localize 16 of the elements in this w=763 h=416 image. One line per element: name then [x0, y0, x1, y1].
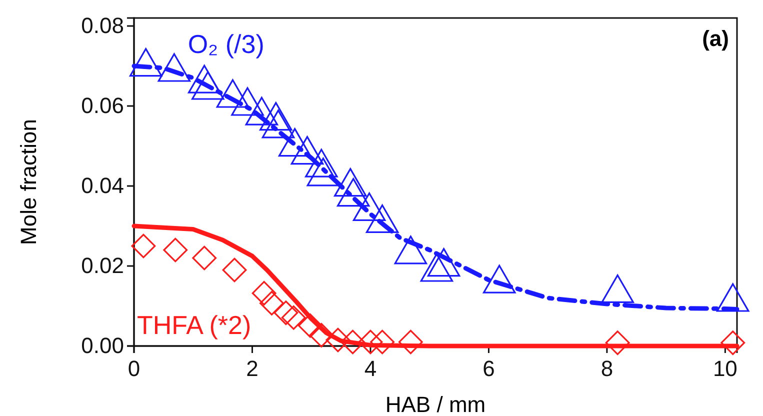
x-tick-label: 4 [364, 356, 377, 381]
x-tick-label: 0 [128, 356, 140, 381]
y-tick-label: 0.06 [81, 93, 124, 118]
x-tick-label: 8 [600, 356, 614, 381]
y-tick-label: 0.02 [81, 253, 124, 278]
x-tick-label: 6 [482, 356, 495, 381]
x-tick-label: 10 [712, 356, 738, 381]
x-tick-label: 2 [246, 356, 258, 381]
y-axis-title: Mole fraction [16, 119, 41, 245]
y-tick-label: 0.04 [81, 173, 124, 198]
y-tick-label: 0.08 [81, 13, 124, 38]
x-axis-title: HAB / mm [385, 392, 486, 416]
annotation: (a) [702, 26, 729, 51]
series-label: THFA (*2) [137, 310, 252, 340]
y-tick-label: 0.00 [81, 333, 124, 358]
series-label: O₂ (/3) [188, 28, 264, 59]
